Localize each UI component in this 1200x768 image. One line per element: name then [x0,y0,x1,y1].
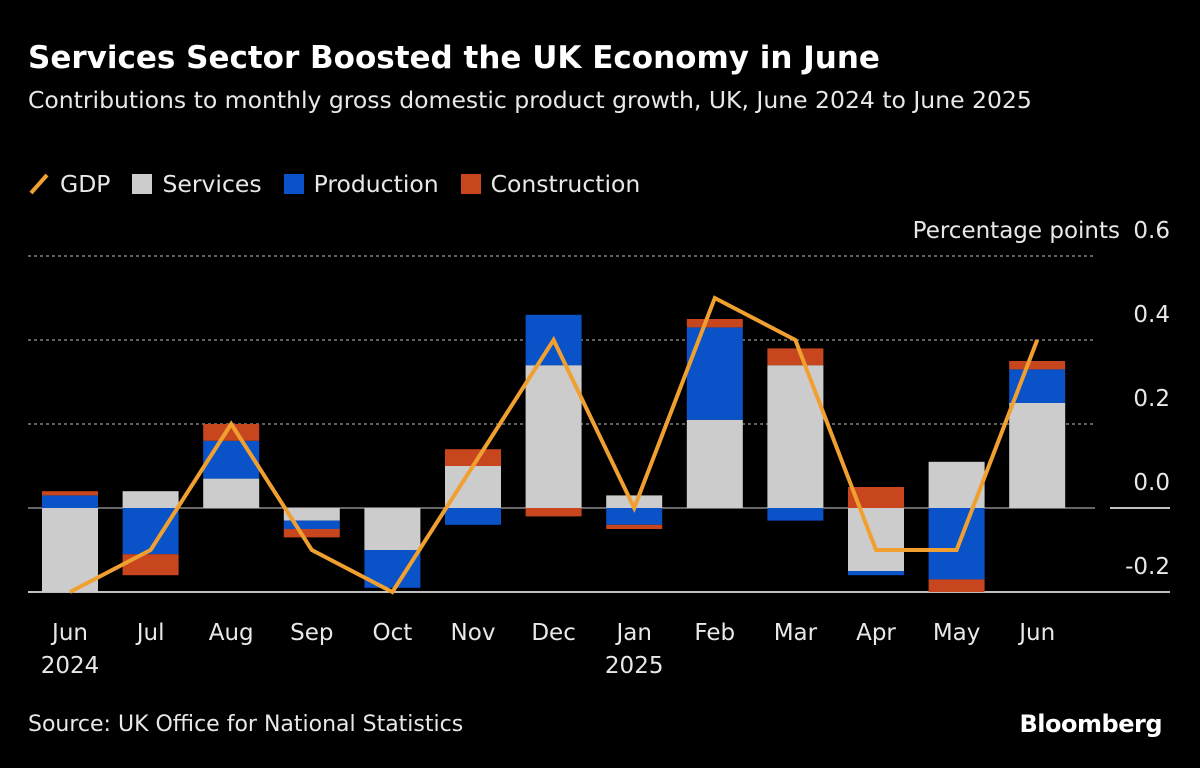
bar-construction [122,554,179,576]
x-tick-label: Mar [774,620,818,646]
y-tick-label: -0.2 [1125,554,1170,580]
bar-production [848,571,904,576]
legend-label: Production [313,170,439,198]
bar-production [203,440,260,479]
legend-label: Construction [490,170,641,198]
bar-production [606,508,663,525]
x-tick-label: Nov [451,620,496,646]
bar-construction [445,449,501,466]
y-tick-label: 0.0 [1133,470,1170,496]
bar-production [928,508,985,580]
bar-construction [1009,361,1066,370]
bar-services [203,478,260,508]
x-tick-label: Feb [694,620,735,646]
bar-services [283,508,340,521]
bar-services [848,508,904,571]
bar-construction [42,491,98,496]
y-axis-label: Percentage points [913,218,1120,244]
x-tick-label: Oct [373,620,413,646]
x-tick-label: Jan [614,620,651,646]
bar-production [686,327,743,420]
legend-swatch-icon [283,174,304,194]
bar-construction [283,529,340,538]
x-tick-label: Jun [1017,620,1055,646]
x-tick-label: Aug [209,620,254,646]
bar-production [445,508,501,525]
legend-swatch-icon [132,174,153,194]
bar-construction [203,424,260,441]
bar-production [283,520,340,529]
legend-item-gdp: GDP [28,170,110,198]
bar-services [445,466,501,508]
bar-services [364,508,421,550]
x-tick-label: Dec [531,620,576,646]
y-tick-label: 0.6 [1133,218,1170,244]
x-tick-year-label: 2024 [41,653,100,679]
chart-subtitle: Contributions to monthly gross domestic … [28,86,1032,114]
x-tick-label: Jul [135,620,165,646]
legend-swatch-icon [460,174,481,194]
bar-services [525,365,582,508]
legend-label: Services [162,170,262,198]
bar-construction [848,487,904,508]
gdp-line [69,295,1040,595]
bar-construction [606,524,663,529]
bar-production [42,495,98,508]
bar-construction [767,348,824,366]
bar-services [1009,403,1066,508]
x-tick-label: Jun [50,620,88,646]
x-tick-label: May [933,620,981,646]
x-tick-label: Sep [290,620,333,646]
y-tick-label: 0.4 [1133,302,1170,328]
legend-label: GDP [60,170,111,198]
legend-line-icon [29,173,49,195]
chart-title: Services Sector Boosted the UK Economy i… [28,40,880,76]
legend-item-production: Production [283,170,439,198]
bar-construction [525,508,582,517]
bar-construction [686,319,743,328]
y-tick-label: 0.2 [1133,386,1170,412]
bar-services [686,419,743,508]
bar-services [606,495,663,508]
legend-item-construction: Construction [460,170,641,198]
bar-services [42,508,98,592]
legend-item-services: Services [132,170,262,198]
bar-production [767,508,824,521]
source-note: Source: UK Office for National Statistic… [28,712,464,737]
x-tick-year-label: 2025 [605,653,664,679]
bar-services [122,491,179,508]
x-tick-label: Apr [856,620,896,646]
bar-construction [928,579,985,592]
bloomberg-logo: Bloomberg [1019,710,1163,738]
legend: GDP Services Production Construction [28,170,640,198]
